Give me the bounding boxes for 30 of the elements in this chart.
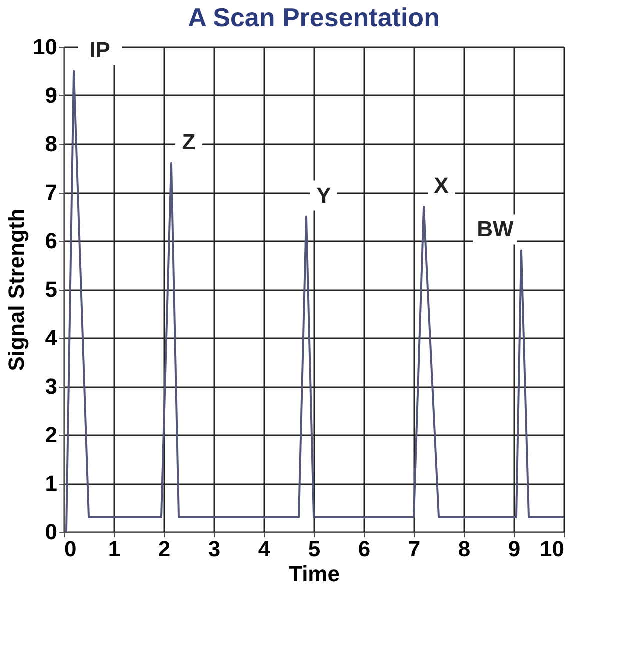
x-tick-label: 5 — [308, 536, 321, 562]
y-axis-title: Signal Strength — [4, 208, 30, 372]
y-tick-label: 5 — [45, 277, 58, 302]
x-tick-label: 9 — [508, 536, 521, 562]
annotation: IP — [90, 37, 110, 62]
x-tick-label: 4 — [258, 536, 272, 562]
x-tick-label: 0 — [64, 536, 77, 562]
y-tick-label: 10 — [33, 34, 58, 60]
y-tick-label: 6 — [45, 228, 58, 254]
annotation: X — [434, 173, 450, 198]
x-tick-label: 6 — [358, 536, 371, 562]
y-tick-label: 0 — [45, 520, 58, 544]
y-tick-label: 7 — [45, 180, 58, 205]
x-tick-label: 3 — [208, 536, 221, 562]
y-tick-label: 4 — [45, 326, 58, 350]
x-tick-label: 10 — [540, 536, 564, 562]
x-tick-label: 8 — [458, 536, 471, 562]
y-tick-label: 1 — [45, 471, 58, 496]
y-tick-label: 9 — [45, 83, 58, 108]
annotation: Z — [182, 129, 196, 154]
y-tick-label: 8 — [45, 132, 58, 156]
chart-title: A Scan Presentation — [188, 2, 440, 32]
x-tick-label: 7 — [408, 536, 421, 562]
y-tick-label: 3 — [45, 374, 58, 399]
x-tick-label: 1 — [108, 536, 121, 562]
x-tick-label: 2 — [158, 536, 171, 562]
annotation: BW — [477, 216, 514, 242]
x-axis-title: Time — [289, 562, 340, 586]
y-tick-label: 2 — [45, 422, 58, 448]
annotation: Y — [316, 182, 332, 208]
